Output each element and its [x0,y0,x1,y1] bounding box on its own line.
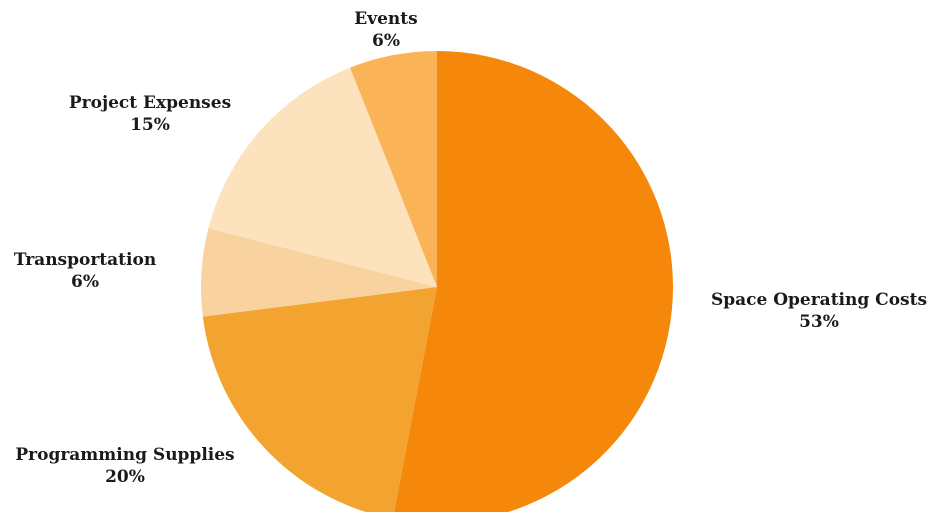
slice-value-programming-supplies: 20% [105,467,145,487]
slice-label-space-operating-costs: Space Operating Costs [711,290,927,310]
pie-slice-events [350,51,437,287]
slice-label-project-expenses: Project Expenses [69,93,231,113]
pie-slice-project-expenses [208,67,437,287]
slice-label-transportation: Transportation [14,250,156,270]
slice-value-transportation: 6% [71,272,99,292]
pie-slice-transportation [201,228,437,317]
pie-slice-programming-supplies [202,287,437,512]
pie-slices [201,51,673,512]
slice-label-events: Events [354,9,417,29]
slice-value-space-operating-costs: 53% [799,312,839,332]
slice-value-events: 6% [372,31,400,51]
pie-slice-space-operating-costs [394,51,673,512]
slice-value-project-expenses: 15% [130,115,170,135]
slice-label-programming-supplies: Programming Supplies [15,445,234,465]
